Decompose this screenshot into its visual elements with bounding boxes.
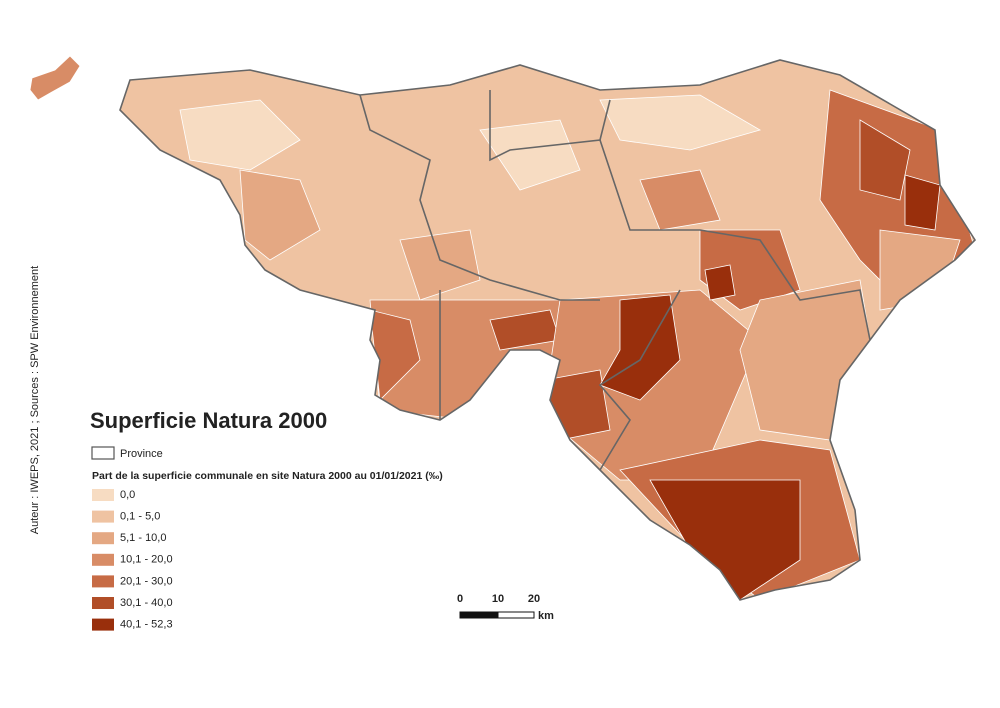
legend-label: 20,1 - 30,0 xyxy=(120,575,173,587)
legend-swatch xyxy=(92,575,114,588)
commune xyxy=(479,119,581,191)
legend-label: 0,1 - 5,0 xyxy=(120,511,160,523)
commune xyxy=(599,94,762,151)
commune xyxy=(879,229,961,311)
legend-swatch xyxy=(92,510,114,523)
scale-segment xyxy=(459,611,499,619)
legend-label: 30,1 - 40,0 xyxy=(120,597,173,609)
commune xyxy=(739,279,871,441)
province-border xyxy=(359,94,600,301)
credit: Auteur : IWEPS, 2021 ; Sources : SPW Env… xyxy=(29,266,41,534)
legend-heading: Superficie Natura 2000 xyxy=(90,408,327,433)
scale-label: 0 xyxy=(457,593,463,605)
region-outline xyxy=(119,59,977,601)
commune xyxy=(639,169,721,231)
legend-label: 40,1 - 52,3 xyxy=(120,619,173,631)
legend-label: 5,1 - 10,0 xyxy=(120,532,166,544)
legend-swatch xyxy=(92,489,114,501)
legend-label: 10,1 - 20,0 xyxy=(120,554,173,566)
legend-label: 0,0 xyxy=(120,489,135,501)
commune xyxy=(859,119,911,201)
commune xyxy=(704,264,736,301)
province-label: Province xyxy=(120,448,163,460)
commune xyxy=(239,169,321,261)
legend-swatch xyxy=(92,618,114,631)
commune xyxy=(599,294,681,401)
commune xyxy=(904,174,941,231)
legend-title: Part de la superficie communale en site … xyxy=(92,470,443,482)
scale-segment xyxy=(497,611,535,619)
communes xyxy=(120,60,975,600)
province-border xyxy=(599,139,871,341)
scale-label: 20 xyxy=(528,593,540,605)
province-border xyxy=(489,90,611,162)
map xyxy=(29,55,977,601)
legend-swatch xyxy=(92,553,114,566)
legend-swatch xyxy=(92,532,114,545)
commune xyxy=(179,99,301,171)
exclave xyxy=(29,55,81,101)
province-swatch xyxy=(91,446,115,460)
legend: 0,0 0,1 - 5,0 5,1 - 10,0 10,1 - 20,0 20,1 - … xyxy=(92,489,173,631)
legend-swatch xyxy=(92,597,114,609)
scale-label: 10 xyxy=(492,593,504,605)
province-border xyxy=(598,289,681,471)
commune xyxy=(399,229,481,301)
scale-bar: 0 10 20 km xyxy=(457,593,554,622)
commune xyxy=(649,479,801,600)
scale-unit: km xyxy=(538,610,554,622)
